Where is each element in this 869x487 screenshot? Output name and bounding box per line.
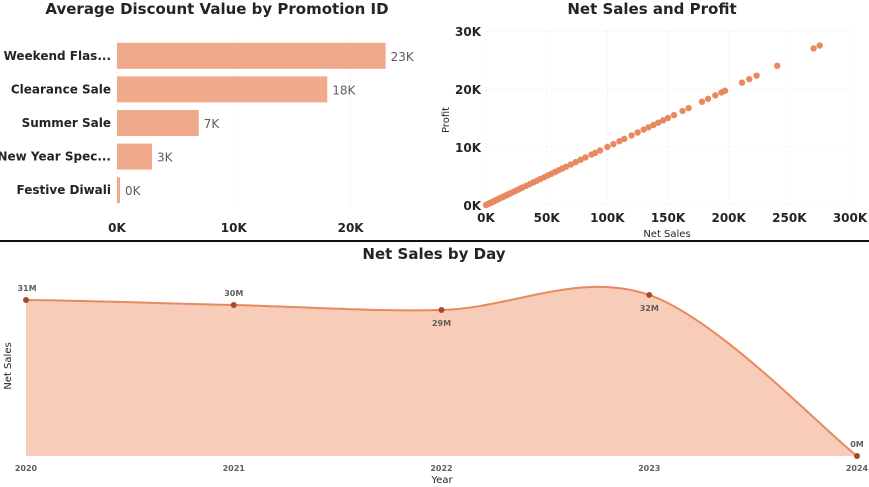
scatter-point[interactable] xyxy=(670,111,678,119)
scatter-y-axis-label: Profit xyxy=(441,107,452,133)
bar-x-tick-label: 0K xyxy=(108,221,126,235)
bar-x-tick-label: 10K xyxy=(221,221,248,235)
bar-category-label: New Year Spec... xyxy=(0,150,111,164)
scatter-point[interactable] xyxy=(634,129,641,136)
scatter-y-tick-label: 20K xyxy=(455,83,482,97)
scatter-point[interactable] xyxy=(645,124,652,131)
area-point[interactable] xyxy=(854,453,860,459)
area-x-tick-label: 2024 xyxy=(846,464,869,473)
scatter-x-tick-label: 0K xyxy=(477,211,495,225)
scatter-y-tick-label: 0K xyxy=(463,199,481,213)
scatter-point[interactable] xyxy=(698,98,706,105)
scatter-point[interactable] xyxy=(712,92,719,99)
scatter-y-tick-label: 10K xyxy=(455,141,482,155)
scatter-x-tick-label: 100K xyxy=(590,211,625,225)
scatter-point[interactable] xyxy=(738,79,746,86)
bar[interactable] xyxy=(117,76,328,103)
area-x-tick-label: 2023 xyxy=(638,464,660,473)
scatter-point[interactable] xyxy=(746,75,753,83)
scatter-point[interactable] xyxy=(640,126,647,133)
scatter-x-tick-label: 50K xyxy=(534,211,561,225)
area-data-label: 0M xyxy=(850,440,864,449)
area-point[interactable] xyxy=(23,296,29,303)
scatter-point[interactable] xyxy=(685,104,692,112)
scatter-point[interactable] xyxy=(577,156,584,163)
area-data-label: 32M xyxy=(640,304,659,313)
scatter-point[interactable] xyxy=(650,121,657,129)
bar-category-label: Festive Diwali xyxy=(17,183,111,197)
area-fill xyxy=(26,286,857,456)
bar-data-label: 18K xyxy=(332,83,356,97)
scatter-point[interactable] xyxy=(679,107,686,115)
bar-data-label: 0K xyxy=(125,184,142,198)
area-data-label: 30M xyxy=(224,289,243,298)
scatter-point[interactable] xyxy=(628,132,635,139)
section-divider xyxy=(0,240,869,242)
scatter-point[interactable] xyxy=(604,143,611,151)
scatter-point[interactable] xyxy=(592,149,599,156)
area-y-axis-label: Net Sales xyxy=(3,342,14,389)
scatter-point[interactable] xyxy=(582,154,589,161)
bar-chart-title: Average Discount Value by Promotion ID xyxy=(45,0,388,18)
bar-category-label: Clearance Sale xyxy=(11,82,111,96)
scatter-point[interactable] xyxy=(816,42,823,49)
bar-data-label: 23K xyxy=(391,50,415,64)
scatter-point[interactable] xyxy=(655,119,662,126)
bar-x-tick-label: 20K xyxy=(338,221,365,235)
scatter-point[interactable] xyxy=(704,95,712,103)
scatter-x-tick-label: 200K xyxy=(711,211,746,225)
scatter-point[interactable] xyxy=(562,163,570,170)
bar-category-label: Weekend Flas... xyxy=(4,49,111,63)
bar[interactable] xyxy=(117,42,386,69)
scatter-y-tick-label: 30K xyxy=(455,25,482,39)
discount-bar-chart: Average Discount Value by Promotion ID 0… xyxy=(0,0,415,235)
area-x-tick-label: 2022 xyxy=(430,464,452,473)
bar-data-label: 3K xyxy=(157,151,174,165)
scatter-x-tick-label: 150K xyxy=(651,211,686,225)
scatter-point[interactable] xyxy=(621,135,628,143)
net-sales-by-day-area-chart: Net Sales by Day Net Sales Year 31M 2020 3… xyxy=(3,245,869,486)
scatter-point[interactable] xyxy=(810,45,817,52)
bar-category-label: Summer Sale xyxy=(22,116,111,130)
area-x-axis-label: Year xyxy=(430,475,453,486)
area-point[interactable] xyxy=(230,302,237,309)
scatter-point[interactable] xyxy=(753,72,760,79)
area-data-label: 29M xyxy=(432,319,451,328)
area-data-label: 31M xyxy=(17,284,36,293)
bar[interactable] xyxy=(117,110,199,136)
scatter-point[interactable] xyxy=(567,161,575,168)
scatter-x-axis-label: Net Sales xyxy=(643,229,690,240)
scatter-point[interactable] xyxy=(572,158,579,166)
area-point[interactable] xyxy=(646,291,653,298)
scatter-point[interactable] xyxy=(659,117,667,124)
bar[interactable] xyxy=(117,177,120,204)
scatter-point[interactable] xyxy=(610,140,617,148)
net-sales-profit-scatter: Net Sales and Profit Profit Net Sales 0K… xyxy=(441,0,868,240)
area-chart-title: Net Sales by Day xyxy=(362,245,505,263)
scatter-point[interactable] xyxy=(596,147,604,154)
scatter-point[interactable] xyxy=(664,114,672,122)
area-x-tick-label: 2020 xyxy=(15,464,38,473)
area-point[interactable] xyxy=(438,307,445,314)
bar[interactable] xyxy=(117,143,153,170)
scatter-point[interactable] xyxy=(721,87,729,94)
scatter-chart-title: Net Sales and Profit xyxy=(567,0,736,18)
scatter-point[interactable] xyxy=(774,62,781,69)
bar-data-label: 7K xyxy=(204,117,221,131)
area-x-tick-label: 2021 xyxy=(223,464,246,473)
scatter-x-tick-label: 250K xyxy=(772,211,807,225)
scatter-point[interactable] xyxy=(616,138,623,145)
scatter-x-tick-label: 300K xyxy=(833,211,868,225)
